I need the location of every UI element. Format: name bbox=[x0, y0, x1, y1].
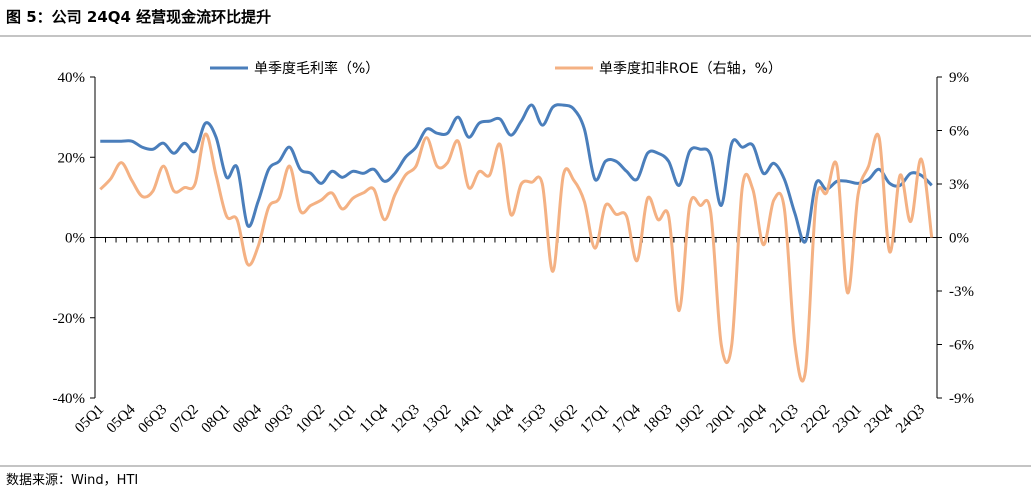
x-tick-label: 07Q2 bbox=[167, 402, 202, 437]
x-tick-label: 12Q3 bbox=[388, 402, 423, 437]
x-tick-label: 16Q2 bbox=[546, 402, 581, 437]
x-tick-label: 14Q4 bbox=[483, 401, 518, 436]
y2-tick-label: 0% bbox=[949, 231, 969, 247]
x-tick-label: 18Q3 bbox=[641, 402, 676, 437]
chart-title: 图 5：公司 24Q4 经营现金流环比提升 bbox=[6, 8, 271, 26]
y2-tick-label: 9% bbox=[949, 70, 969, 86]
y2-tick-label: -6% bbox=[949, 338, 974, 354]
x-tick-label: 10Q2 bbox=[293, 402, 328, 437]
y2-tick-label: -3% bbox=[949, 284, 974, 300]
y2-tick-label: 3% bbox=[949, 177, 969, 193]
x-tick-label: 09Q3 bbox=[262, 402, 297, 437]
x-tick-label: 11Q4 bbox=[357, 401, 392, 436]
x-tick-label: 20Q1 bbox=[704, 402, 739, 437]
y2-tick-label: -9% bbox=[949, 391, 974, 407]
x-tick-label: 21Q3 bbox=[767, 402, 802, 437]
x-tick-label: 24Q3 bbox=[893, 402, 928, 437]
y2-tick-label: 6% bbox=[949, 124, 969, 140]
legend-label: 单季度毛利率（%） bbox=[254, 60, 379, 77]
x-tick-label: 22Q2 bbox=[798, 402, 833, 437]
x-tick-label: 06Q3 bbox=[135, 402, 170, 437]
x-tick-label: 14Q1 bbox=[451, 402, 486, 437]
x-tick-label: 20Q4 bbox=[735, 401, 770, 436]
y-tick-label: 20% bbox=[58, 150, 86, 166]
x-tick-label: 19Q2 bbox=[672, 402, 707, 437]
x-tick-label: 08Q4 bbox=[230, 401, 265, 436]
y-tick-label: 0% bbox=[65, 231, 85, 247]
y-tick-label: -40% bbox=[53, 391, 86, 407]
series-line bbox=[99, 132, 934, 383]
y-tick-label: -20% bbox=[53, 311, 86, 327]
series-line bbox=[100, 103, 933, 244]
y-tick-label: 40% bbox=[58, 70, 86, 86]
x-tick-label: 23Q4 bbox=[862, 401, 897, 436]
x-tick-label: 23Q1 bbox=[830, 402, 865, 437]
x-tick-label: 08Q1 bbox=[198, 402, 233, 437]
x-tick-label: 15Q3 bbox=[514, 402, 549, 437]
x-tick-label: 17Q1 bbox=[577, 402, 612, 437]
x-tick-label: 13Q2 bbox=[420, 402, 455, 437]
x-tick-label: 05Q4 bbox=[104, 401, 139, 436]
source-note: 数据来源：Wind，HTI bbox=[6, 473, 138, 488]
x-tick-label: 11Q1 bbox=[325, 402, 359, 436]
x-tick-label: 17Q4 bbox=[609, 401, 644, 436]
legend-label: 单季度扣非ROE（右轴，%） bbox=[599, 61, 782, 77]
